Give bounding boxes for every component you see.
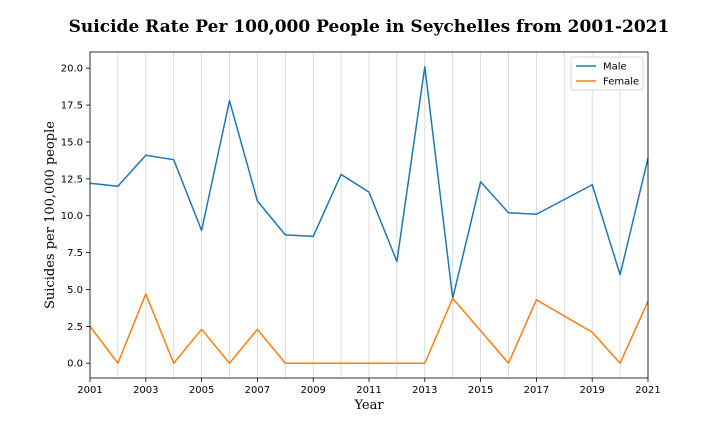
y-axis-label: Suicides per 100,000 people	[43, 121, 58, 309]
y-tick-label: 20.0	[61, 64, 83, 75]
x-tick-label: 2019	[579, 385, 604, 396]
x-tick-label: 2009	[300, 385, 325, 396]
series-lines	[89, 66, 649, 364]
x-tick-label: 2003	[133, 385, 158, 396]
x-tick-label: 2005	[189, 385, 214, 396]
x-tick-label: 2021	[635, 385, 660, 396]
legend-label: Female	[603, 77, 639, 88]
legend: Male Female	[570, 56, 644, 91]
x-axis-ticks: 2001 2003 2005 2007 2009 2011 2013 2015 2017 2019…	[77, 378, 661, 396]
x-axis-label: Year	[353, 398, 384, 413]
legend-label: Male	[603, 62, 627, 73]
y-tick-label: 10.0	[61, 211, 83, 222]
y-tick-label: 5.0	[67, 285, 83, 296]
series-line-female	[89, 293, 649, 364]
y-tick-label: 12.5	[61, 174, 83, 185]
x-tick-label: 2013	[412, 385, 437, 396]
y-tick-label: 17.5	[61, 101, 83, 112]
y-tick-label: 7.5	[67, 248, 83, 259]
x-tick-label: 2015	[468, 385, 493, 396]
x-tick-label: 2007	[245, 385, 270, 396]
y-tick-label: 15.0	[61, 137, 83, 148]
x-tick-label: 2001	[77, 385, 102, 396]
series-line-male	[89, 66, 649, 300]
chart-title: Suicide Rate Per 100,000 People in Seych…	[69, 17, 670, 37]
vertical-grid	[89, 52, 649, 378]
y-tick-label: 2.5	[67, 322, 83, 333]
y-tick-label: 0.0	[67, 359, 83, 370]
x-tick-label: 2017	[524, 385, 549, 396]
y-axis-ticks: 0.0 2.5 5.0 7.5 10.0 12.5 15.0 17.5 20.0	[61, 64, 90, 370]
x-tick-label: 2011	[356, 385, 381, 396]
